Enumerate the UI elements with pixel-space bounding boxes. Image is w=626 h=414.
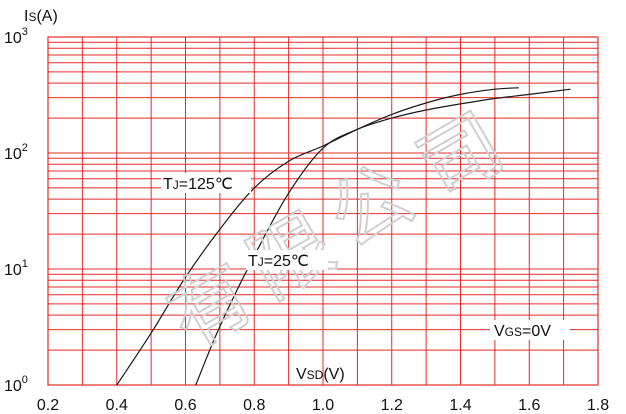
x-tick-label: 0.2 (37, 397, 59, 414)
x-tick-label: 1.2 (381, 397, 403, 414)
condition-label: VGS=0V (494, 323, 551, 340)
x-tick-label: 1.6 (518, 397, 540, 414)
x-tick-label: 1.8 (587, 397, 609, 414)
watermark-glyph: 司 (403, 96, 519, 217)
y-tick-label: 100 (4, 374, 28, 395)
y-tick-label: 101 (4, 258, 28, 279)
x-tick-label: 1.0 (312, 397, 334, 414)
series-line-0 (116, 87, 519, 386)
x-axis-title: VSD(V) (296, 366, 345, 383)
series-label-25-bg (246, 250, 328, 270)
ticks: 0.2 0.4 0.6 0.8 1.0 1.2 1.4 1.6 1.8 100 101 102 103 (4, 26, 609, 414)
condition-label-bg (490, 320, 570, 340)
y-tick-label: 103 (4, 26, 28, 47)
x-tick-label: 0.8 (243, 397, 265, 414)
y-tick-label: 102 (4, 142, 28, 163)
plot-frame (47, 36, 599, 386)
x-tick-label: 0.4 (106, 397, 128, 414)
series-label-125: TJ=125℃ (163, 176, 233, 193)
series-label-25: TJ=25℃ (248, 253, 309, 270)
x-tick-label: 0.6 (174, 397, 196, 414)
series-label-125-bg (161, 173, 251, 193)
x-tick-label: 1.4 (449, 397, 471, 414)
y-axis-title: IS(A) (24, 8, 58, 25)
